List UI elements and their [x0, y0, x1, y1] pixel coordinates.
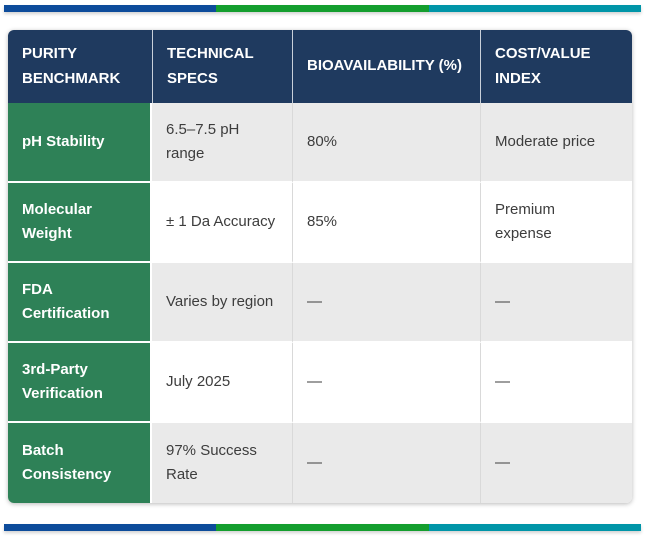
cell-specs: July 2025: [152, 343, 292, 423]
purity-benchmark-table: PURITY BENCHMARK TECHNICAL SPECS BIOAVAI…: [8, 30, 632, 503]
header-row: PURITY BENCHMARK TECHNICAL SPECS BIOAVAI…: [8, 30, 632, 103]
row-header-fda-certification: FDA Certification: [8, 263, 152, 343]
cell-cost: Premium expense: [480, 183, 632, 263]
row-header-3rd-party-verification: 3rd-Party Verification: [8, 343, 152, 423]
benchmark-table: PURITY BENCHMARK TECHNICAL SPECS BIOAVAI…: [8, 30, 632, 503]
column-header-bioavailability: BIOAVAILABILITY (%): [292, 30, 480, 103]
cell-bioavailability: 80%: [292, 103, 480, 183]
accent-segment-green: [216, 524, 429, 531]
cell-bioavailability: —: [292, 263, 480, 343]
row-header-batch-consistency: Batch Consistency: [8, 423, 152, 503]
accent-segment-blue: [4, 524, 217, 531]
bottom-accent-bar: [4, 524, 641, 531]
cell-bioavailability: —: [292, 343, 480, 423]
table-row: pH Stability 6.5–7.5 pH range 80% Modera…: [8, 103, 632, 183]
table-row: FDA Certification Varies by region — —: [8, 263, 632, 343]
cell-specs: 97% Success Rate: [152, 423, 292, 503]
cell-bioavailability: —: [292, 423, 480, 503]
accent-segment-teal: [428, 5, 641, 12]
cell-cost: Moderate price: [480, 103, 632, 183]
table-row: 3rd-Party Verification July 2025 — —: [8, 343, 632, 423]
table-row: Batch Consistency 97% Success Rate — —: [8, 423, 632, 503]
cell-cost: —: [480, 343, 632, 423]
row-header-molecular-weight: Molecular Weight: [8, 183, 152, 263]
table-row: Molecular Weight ± 1 Da Accuracy 85% Pre…: [8, 183, 632, 263]
cell-specs: 6.5–7.5 pH range: [152, 103, 292, 183]
column-header-cost-value-index: COST/VALUE INDEX: [480, 30, 632, 103]
cell-specs: Varies by region: [152, 263, 292, 343]
row-header-ph-stability: pH Stability: [8, 103, 152, 183]
accent-segment-teal: [428, 524, 641, 531]
cell-cost: —: [480, 263, 632, 343]
cell-bioavailability: 85%: [292, 183, 480, 263]
accent-segment-green: [216, 5, 429, 12]
cell-specs: ± 1 Da Accuracy: [152, 183, 292, 263]
top-accent-bar: [4, 5, 641, 12]
column-header-technical-specs: TECHNICAL SPECS: [152, 30, 292, 103]
accent-segment-blue: [4, 5, 217, 12]
cell-cost: —: [480, 423, 632, 503]
column-header-purity-benchmark: PURITY BENCHMARK: [8, 30, 152, 103]
